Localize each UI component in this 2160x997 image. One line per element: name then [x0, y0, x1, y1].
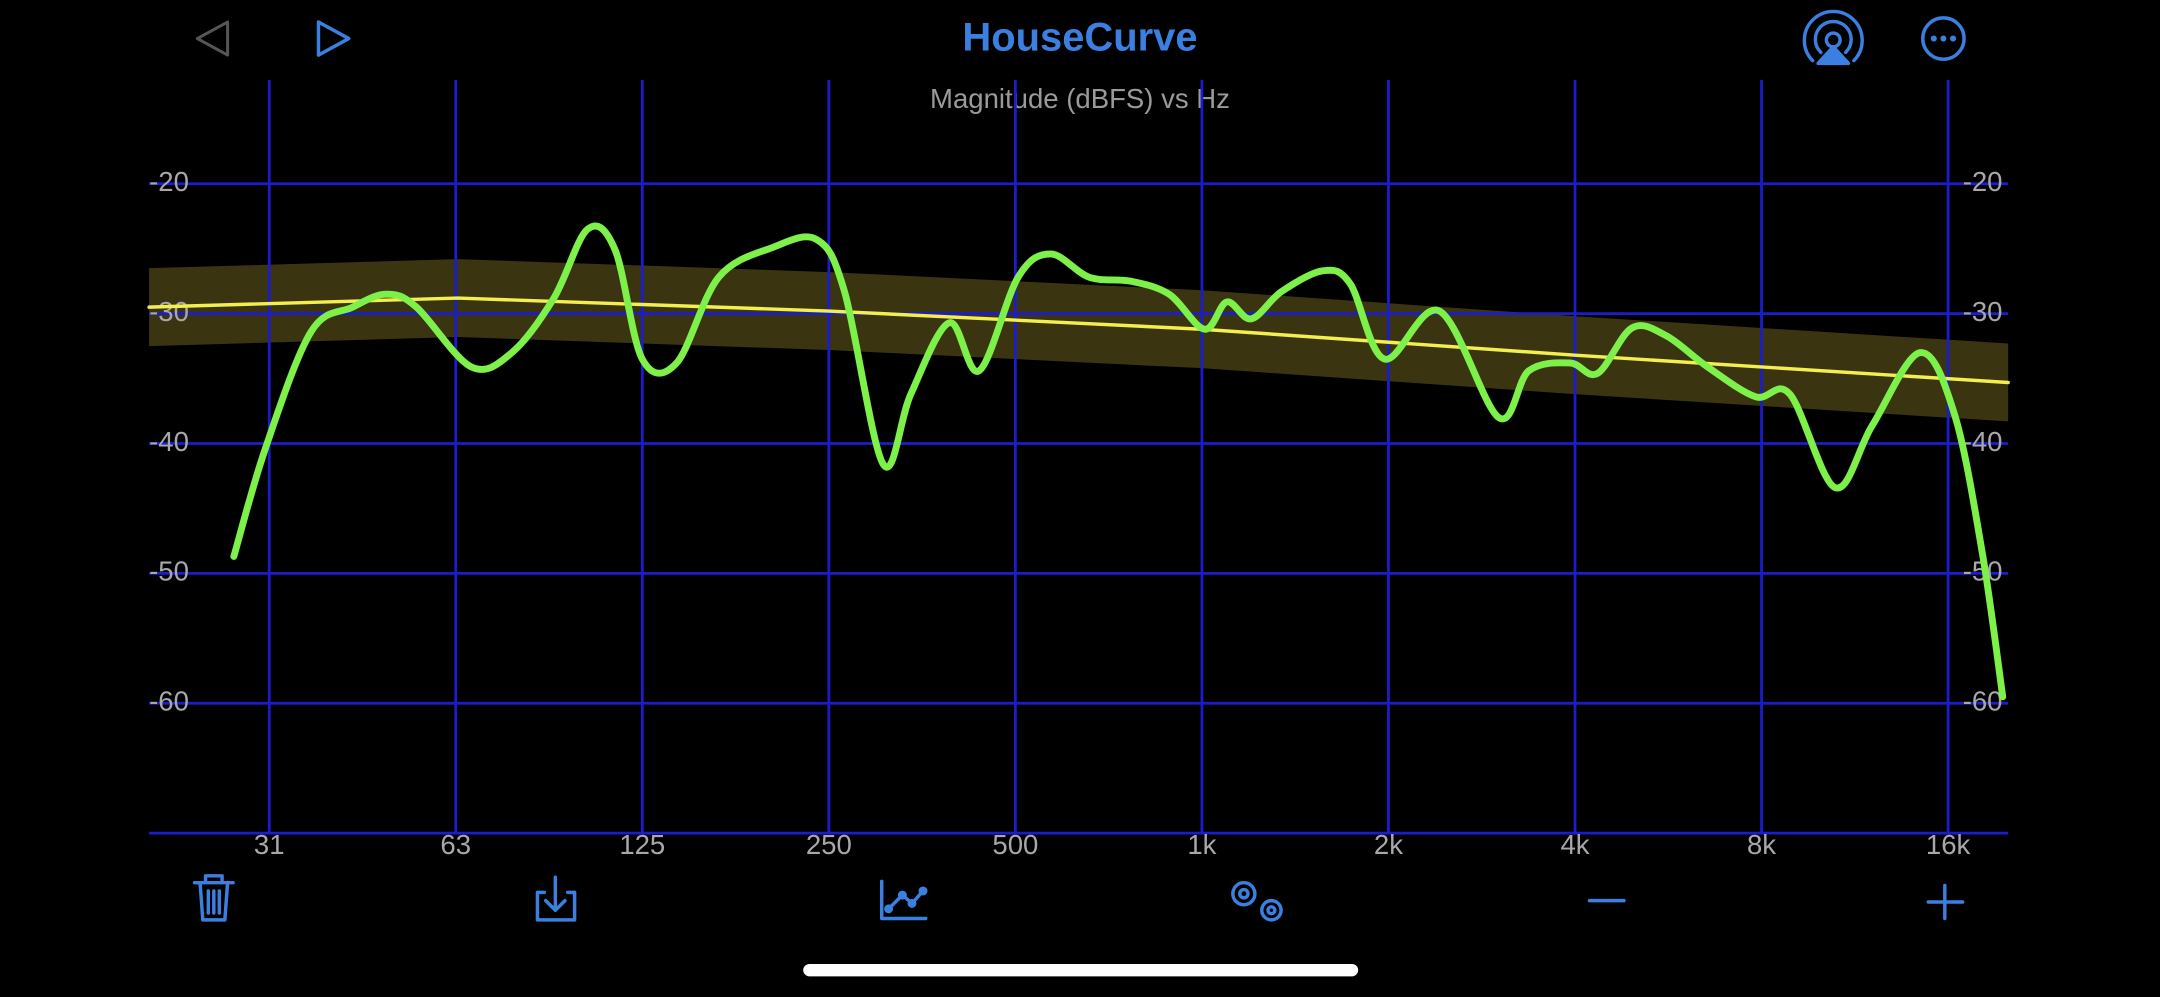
- y-tick-label-right: -30: [1963, 296, 2003, 327]
- settings-button[interactable]: [1231, 880, 1283, 922]
- x-tick-label: 63: [440, 829, 471, 860]
- more-button[interactable]: [1921, 16, 1966, 61]
- export-button[interactable]: [535, 875, 577, 922]
- y-tick-label: -40: [149, 426, 189, 457]
- x-tick-label: 250: [806, 829, 852, 860]
- x-tick-label: 16k: [1926, 829, 1971, 860]
- chart-title: Magnitude (dBFS) vs Hz: [930, 83, 1230, 114]
- home-indicator: [803, 963, 1359, 977]
- zoom-in-button[interactable]: [1926, 883, 1965, 921]
- y-tick-label: -20: [149, 166, 189, 197]
- measurement-line: [230, 222, 2007, 701]
- y-tick-label-right: -60: [1963, 686, 2003, 717]
- broadcast-button[interactable]: [1802, 9, 1864, 66]
- y-tick-label: -30: [149, 296, 189, 327]
- x-tick-label: 2k: [1374, 829, 1403, 860]
- play-button[interactable]: [316, 20, 351, 57]
- x-tick-label: 125: [619, 829, 665, 860]
- app-title: HouseCurve: [962, 15, 1197, 59]
- y-tick-label: -60: [149, 686, 189, 717]
- x-tick-label: 4k: [1560, 829, 1589, 860]
- x-tick-label: 500: [992, 829, 1038, 860]
- graph-button[interactable]: [879, 879, 928, 921]
- y-tick-label-right: -40: [1963, 426, 2003, 457]
- x-tick-label: 31: [254, 829, 285, 860]
- y-tick-label: -50: [149, 556, 189, 587]
- tolerance-band: [149, 259, 2009, 422]
- y-tick-label-right: -20: [1963, 166, 2003, 197]
- back-button[interactable]: [195, 20, 230, 57]
- x-tick-label: 1k: [1187, 829, 1216, 860]
- delete-button[interactable]: [192, 874, 235, 922]
- x-tick-label: 8k: [1747, 829, 1776, 860]
